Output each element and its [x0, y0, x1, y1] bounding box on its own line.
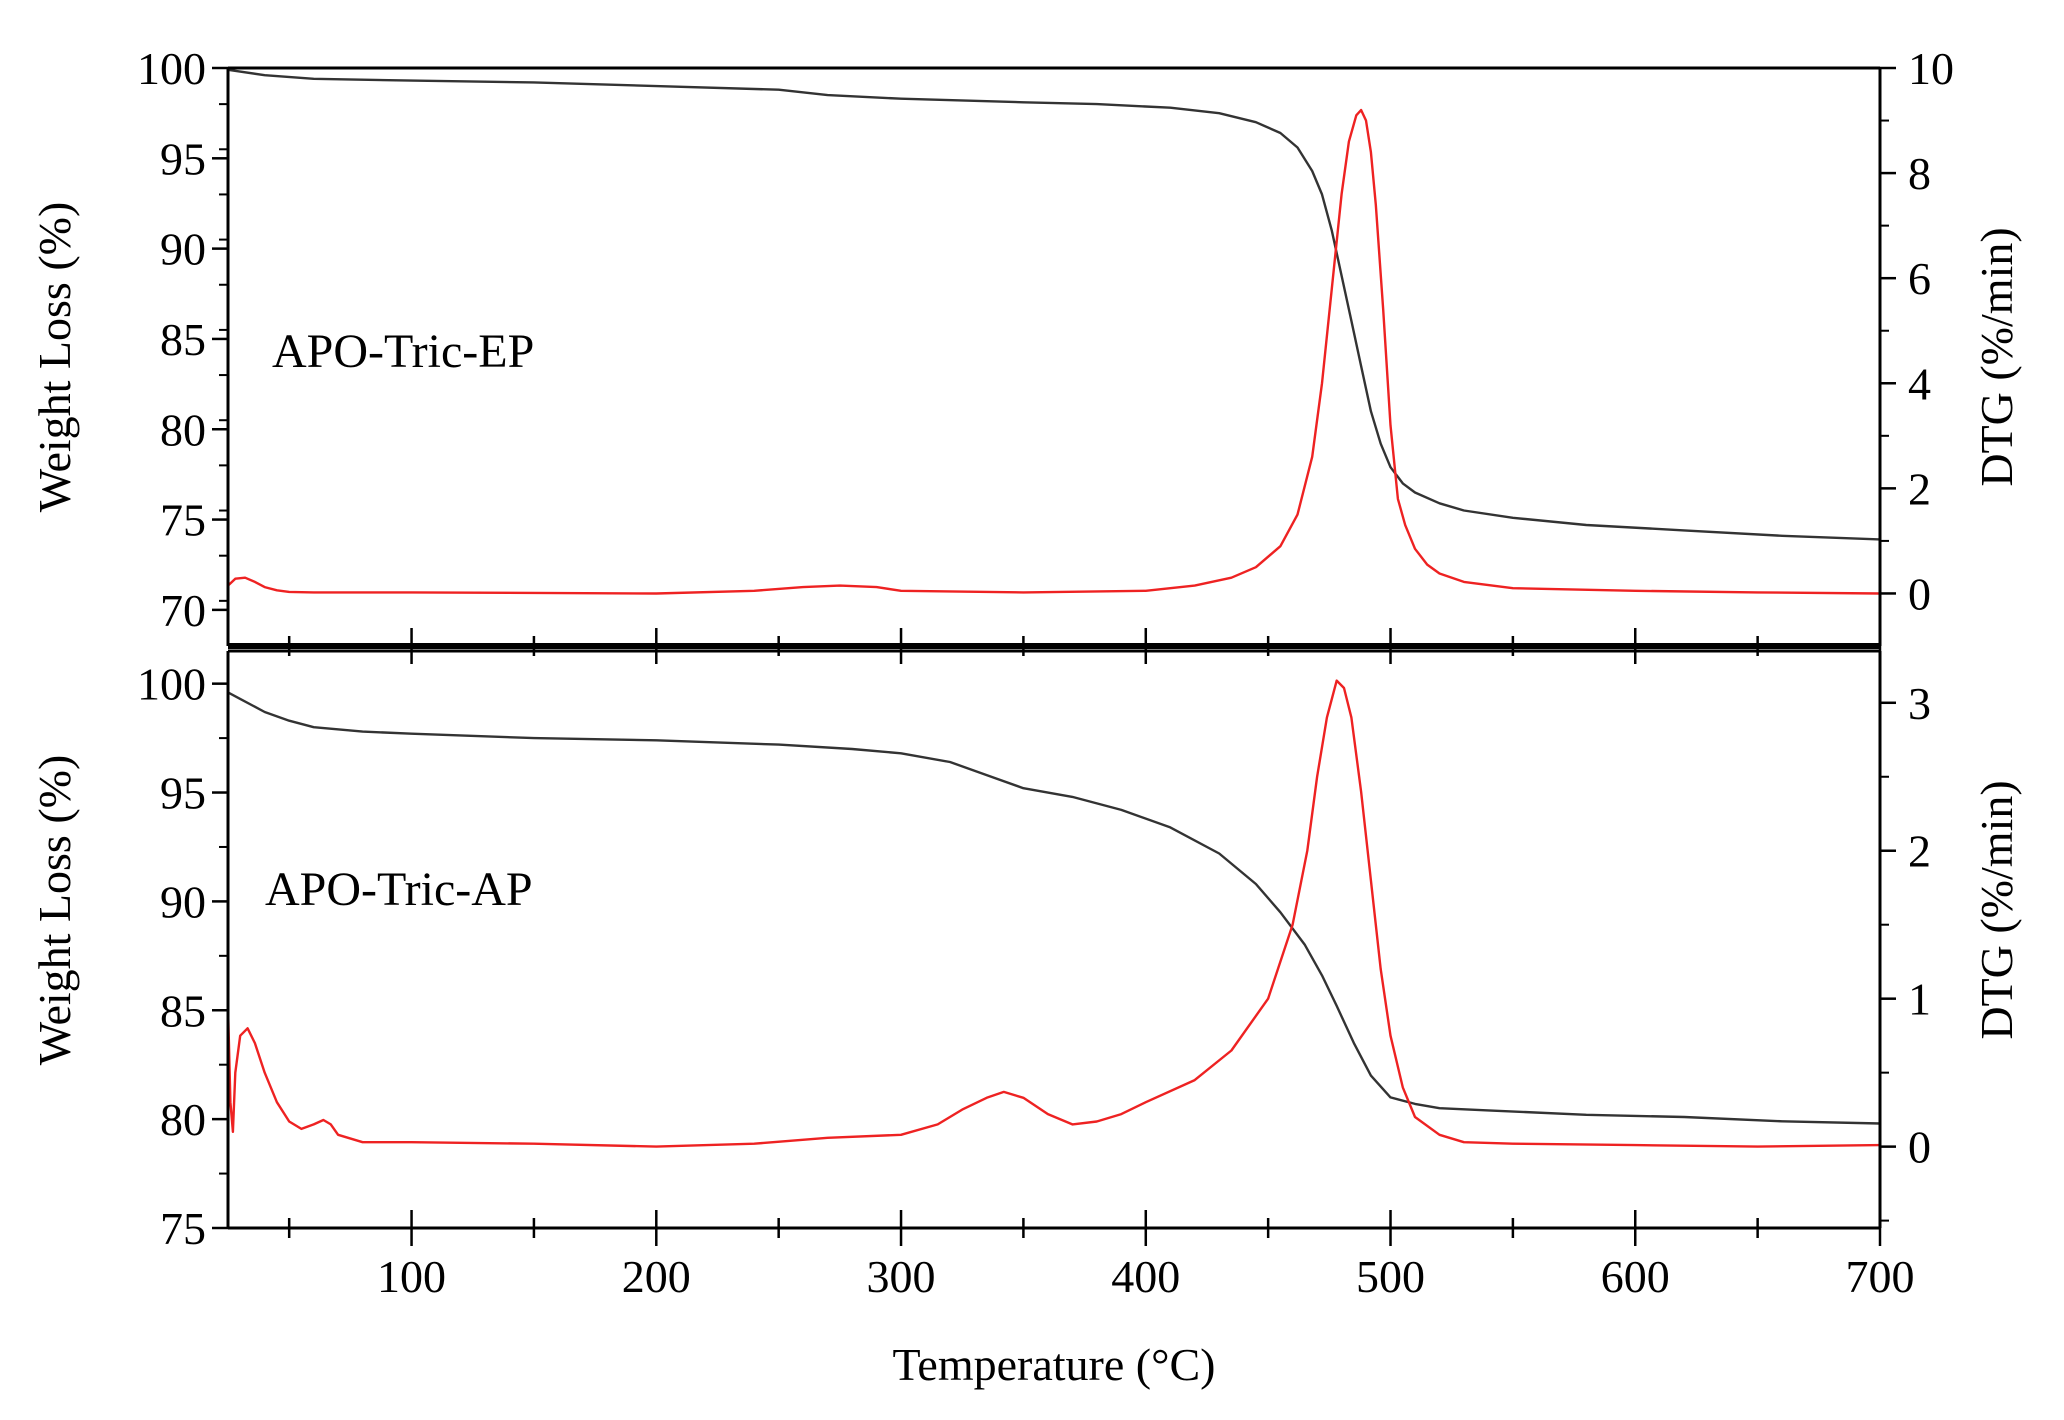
bottom-x-tick-label-700: 700 — [1846, 1251, 1915, 1302]
top-yl-tick-label-70: 70 — [160, 585, 206, 636]
bottom-series-dtg — [228, 679, 1880, 1148]
bottom-panel: 100 200 300 400 500 600 700 75 80 85 90 95 100 0 1 2 3 We… — [29, 649, 2022, 1302]
top-panel: 70 75 80 85 90 95 100 0 2 4 6 8 10 Weight Loss (%) DTG… — [29, 43, 2022, 664]
bottom-yr-tick-label-1: 1 — [1908, 974, 1931, 1025]
bottom-yr-tick-label-2: 2 — [1908, 826, 1931, 877]
bottom-yr-tick-label-0: 0 — [1908, 1122, 1931, 1173]
top-series-dtg — [228, 108, 1880, 595]
bottom-x-tick-label-400: 400 — [1111, 1251, 1180, 1302]
top-yl-tick-label-90: 90 — [160, 224, 206, 275]
bottom-yl-tick-label-75: 75 — [160, 1203, 206, 1254]
bottom-y-left-label: Weight Loss (%) — [29, 755, 80, 1066]
bottom-yl-tick-label-85: 85 — [160, 985, 206, 1036]
bottom-x-tick-label-300: 300 — [867, 1251, 936, 1302]
bottom-annotation: APO-Tric-AP — [265, 863, 533, 916]
top-yr-tick-label-6: 6 — [1908, 253, 1931, 304]
bottom-yl-tick-label-100: 100 — [137, 659, 206, 710]
bottom-yr-tick-label-3: 3 — [1908, 678, 1931, 729]
bottom-x-tick-label-100: 100 — [377, 1251, 446, 1302]
top-yl-tick-label-100: 100 — [137, 43, 206, 94]
bottom-yl-tick-label-90: 90 — [160, 876, 206, 927]
top-yr-tick-label-10: 10 — [1908, 43, 1954, 94]
top-yl-tick-label-80: 80 — [160, 404, 206, 455]
top-series-weight-loss — [228, 68, 1880, 541]
top-yl-tick-label-85: 85 — [160, 314, 206, 365]
top-yl-tick-label-75: 75 — [160, 495, 206, 546]
bottom-yl-tick-label-80: 80 — [160, 1094, 206, 1145]
top-y-right-label: DTG (%/min) — [1971, 227, 2022, 486]
top-yr-tick-label-8: 8 — [1908, 148, 1931, 199]
top-annotation: APO-Tric-EP — [272, 325, 534, 378]
top-yl-tick-label-95: 95 — [160, 133, 206, 184]
top-y-left-label: Weight Loss (%) — [29, 202, 80, 513]
bottom-x-tick-label-500: 500 — [1356, 1251, 1425, 1302]
bottom-yl-tick-label-95: 95 — [160, 768, 206, 819]
bottom-x-tick-label-600: 600 — [1601, 1251, 1670, 1302]
x-axis-label: Temperature (°C) — [893, 1339, 1216, 1390]
top-yr-tick-label-4: 4 — [1908, 358, 1931, 409]
bottom-y-right-label: DTG (%/min) — [1971, 780, 2022, 1039]
bottom-x-tick-label-200: 200 — [622, 1251, 691, 1302]
top-yr-tick-label-2: 2 — [1908, 463, 1931, 514]
top-yr-tick-label-0: 0 — [1908, 568, 1931, 619]
bottom-series-weight-loss — [228, 691, 1880, 1125]
